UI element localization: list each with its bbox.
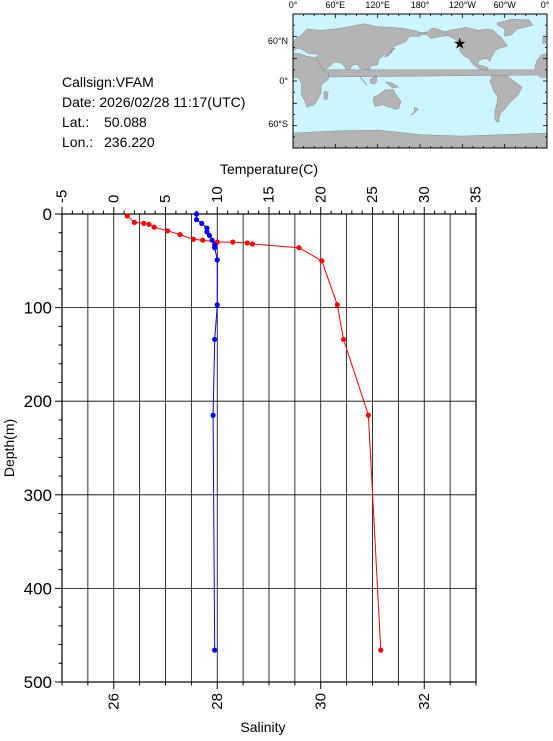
map-ticks [292,13,548,149]
lon-value: 236.220 [104,134,155,150]
temperature-tick-label: 30 [416,186,433,203]
temperature-point [124,213,130,219]
temperature-tick-label: 35 [468,186,485,203]
temperature-point [334,302,340,308]
temperature-tick-label: 25 [364,186,381,203]
temperature-point [200,237,206,243]
series [124,211,384,653]
salinity-axis-title: Salinity [240,719,285,735]
map-lat-label: 60°N [268,36,288,46]
temperature-tick-label: 20 [312,186,329,203]
temperature-point [164,228,171,234]
map-land [292,18,548,149]
map-lat-labels: 60°N 0° 60°S [268,36,289,129]
temperature-point [296,245,302,251]
temperature-tick-label: 15 [261,186,278,203]
map-lat-label: 60°S [268,119,288,129]
salinity-point [214,302,220,308]
temperature-point [319,258,325,264]
temperature-tick-labels: -5 0 5 10 15 20 25 30 35 [54,186,485,203]
salinity-tick-label: 28 [209,693,226,710]
station-marker-icon: ★ [453,36,466,53]
temperature-point [131,219,138,226]
profile-chart: -5 0 5 10 15 20 25 30 35 26 28 30 32 01002003004005… [1,161,485,735]
salinity-tick-label: 30 [312,693,329,710]
depth-axis-title: Depth(m) [1,419,17,477]
salinity-point [193,211,200,217]
temperature-point [244,240,250,246]
salinity-point [210,412,216,418]
map-land-polygon [489,72,523,123]
date-text: Date: 2026/02/28 11:17(UTC) [62,94,245,110]
map-lon-label: 60°W [494,0,517,10]
map-land-polygon [323,91,329,100]
salinity-tick-label: 32 [416,693,433,710]
station-info: Callsign:VFAM Date: 2026/02/28 11:17(UTC… [62,74,245,150]
salinity-point [209,237,215,243]
salinity-point [199,220,205,226]
map-land-polygon [359,77,368,86]
temperature-point [146,221,152,227]
depth-tick-label: 300 [24,486,52,505]
temperature-point [378,647,384,653]
salinity-point [212,647,218,653]
map-land-polygon [292,53,330,108]
axis-ticks [55,207,477,689]
salinity-point [193,217,200,223]
temperature-tick-label: -5 [54,190,71,203]
map-land-polygon [444,27,508,75]
temperature-axis-title: Temperature(C) [220,161,318,177]
world-map: 0° 60°E 120°E 180° 120°W 60°W 0° 60°N 0°… [268,0,550,149]
temperature-point [190,236,197,242]
depth-tick-label: 0 [43,205,52,224]
salinity-point [212,336,218,343]
salinity-point [206,232,213,239]
temperature-point [177,231,183,238]
temperature-tick-label: 10 [209,186,226,203]
grid [62,214,476,682]
map-lat-label: 0° [279,76,288,86]
depth-tick-labels: 0 100 200 300 400 500 [24,205,52,692]
map-land-polygon [373,88,402,110]
temperature-point [230,239,236,245]
salinity-point [214,257,220,263]
temperature-tick-label: 0 [105,195,122,203]
map-land-polygon [384,81,400,88]
temperature-point [365,412,371,418]
map-lon-label: 120°W [449,0,477,10]
map-lon-label: 120°E [365,0,390,10]
lon-label: Lon.: [62,134,93,150]
callsign-text: Callsign:VFAM [62,74,154,90]
map-lon-label: 0° [289,0,298,10]
temperature-point [249,241,256,247]
map-lon-label: 180° [411,0,430,10]
lat-value: 50.088 [104,114,147,130]
map-lon-label: 60°E [325,0,345,10]
salinity-tick-labels: 26 28 30 32 [105,693,433,710]
depth-tick-label: 400 [24,579,52,598]
map-lon-label: 0° [541,0,550,10]
salinity-point [212,245,218,251]
map-land-polygon [542,37,546,45]
map-lon-labels: 0° 60°E 120°E 180° 120°W 60°W 0° [289,0,550,10]
salinity-tick-label: 26 [105,693,122,710]
map-land-polygon [292,53,548,78]
temperature-point [340,336,347,343]
map-land-polygon [384,48,396,58]
map-land-polygon [497,18,534,37]
salinity-point [204,225,210,231]
temperature-point [141,220,147,226]
depth-tick-label: 500 [24,673,52,692]
map-land-polygon [410,106,419,116]
depth-tick-label: 200 [24,392,52,411]
temperature-point [151,224,157,230]
lat-label: Lat.: [62,114,89,130]
salinity-point [204,229,210,235]
temperature-tick-label: 5 [157,195,174,203]
map-land-polygon [369,75,378,85]
depth-tick-label: 100 [24,299,52,318]
